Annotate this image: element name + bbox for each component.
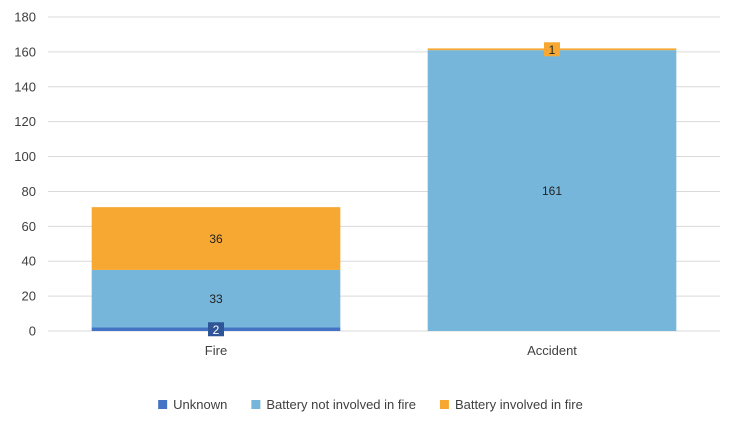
data-label-box (208, 322, 224, 337)
y-tick-label: 20 (22, 289, 36, 304)
legend: Unknown Battery not involved in fire Batte… (158, 397, 583, 412)
x-category-label: Accident (527, 343, 577, 358)
data-label: 33 (209, 292, 223, 306)
y-tick-label: 100 (14, 149, 36, 164)
y-tick-label: 60 (22, 219, 36, 234)
y-tick-label: 120 (14, 114, 36, 129)
data-label: 2 (213, 323, 220, 337)
y-tick-label: 40 (22, 254, 36, 269)
y-axis-ticks: 0 20 40 60 80 100 120 140 160 180 (14, 10, 36, 339)
y-tick-label: 0 (29, 324, 36, 339)
y-tick-label: 180 (14, 10, 36, 25)
x-category-label: Fire (205, 343, 227, 358)
legend-label: Battery not involved in fire (266, 397, 416, 412)
data-labels: 2 33 36 161 1 (208, 42, 562, 337)
legend-swatch (158, 400, 168, 409)
legend-swatch (251, 400, 261, 409)
legend-swatch (439, 400, 449, 409)
legend-label: Unknown (173, 397, 227, 412)
legend-label: Battery involved in fire (455, 397, 583, 412)
bar-segment (91, 207, 341, 270)
y-tick-label: 140 (14, 79, 36, 94)
y-tick-label: 80 (22, 184, 36, 199)
bars (91, 48, 677, 332)
y-tick-label: 160 (14, 44, 36, 59)
data-label: 1 (549, 43, 556, 57)
data-label: 36 (209, 232, 223, 246)
bar-segment (427, 50, 677, 332)
bar-segment (91, 269, 341, 328)
data-label: 161 (542, 184, 562, 198)
x-axis-categories: Fire Accident (205, 343, 578, 358)
data-label-box (544, 42, 560, 57)
